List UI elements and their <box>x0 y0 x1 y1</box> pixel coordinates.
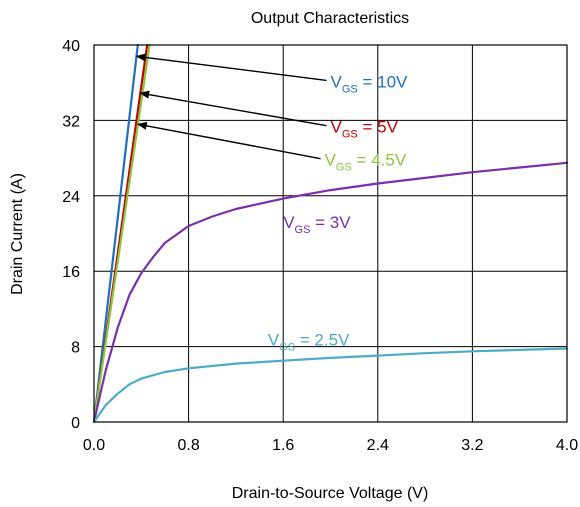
annotation-label-vgs10: VGS = 10V <box>331 72 409 95</box>
series-line-vgs45 <box>92 43 151 424</box>
x-tick-label: 0.8 <box>177 437 199 454</box>
annotation-label-vgs45: VGS = 4.5V <box>325 151 407 174</box>
series-layer <box>92 43 569 424</box>
annotation-label-vgs3: VGS = 3V <box>283 213 351 236</box>
annotation-label-vgs25: VGS = 2.5V <box>268 331 350 354</box>
y-tick-label: 40 <box>62 38 80 55</box>
y-tick-label: 32 <box>62 113 80 130</box>
plot-frame <box>93 44 568 423</box>
x-tick-label: 1.6 <box>272 437 294 454</box>
y-tick-label: 24 <box>62 189 80 206</box>
series-line-vgs25 <box>92 347 569 424</box>
annotation-arrow-vgs10 <box>135 53 327 82</box>
annotation-arrow-vgs5 <box>139 90 327 127</box>
grid <box>94 45 567 422</box>
series-line-vgs10 <box>92 43 139 424</box>
annotation-label-vgs5: VGS = 5V <box>331 118 399 141</box>
y-tick-label: 0 <box>71 415 80 432</box>
x-axis-title: Drain-to-Source Voltage (V) <box>232 485 429 502</box>
x-tick-labels: 0.0 0.8 1.6 2.4 3.2 4.0 <box>83 437 578 454</box>
y-tick-label: 16 <box>62 264 80 281</box>
x-tick-label: 0.0 <box>83 437 105 454</box>
x-tick-label: 4.0 <box>556 437 578 454</box>
annotation-labels: VGS = 10V VGS = 5V VGS = 4.5V VGS = 3V VGS =… <box>268 72 408 353</box>
annotation-arrow-vgs45 <box>136 121 321 160</box>
annotation-arrows <box>135 53 327 160</box>
y-tick-label: 8 <box>71 340 80 357</box>
y-tick-labels: 0 8 16 24 32 40 <box>62 38 80 432</box>
x-tick-label: 3.2 <box>461 437 483 454</box>
series-line-vgs3 <box>92 161 569 424</box>
x-tick-label: 2.4 <box>367 437 389 454</box>
chart-title: Output Characteristics <box>251 10 409 27</box>
y-axis-title: Drain Current (A) <box>9 173 26 295</box>
